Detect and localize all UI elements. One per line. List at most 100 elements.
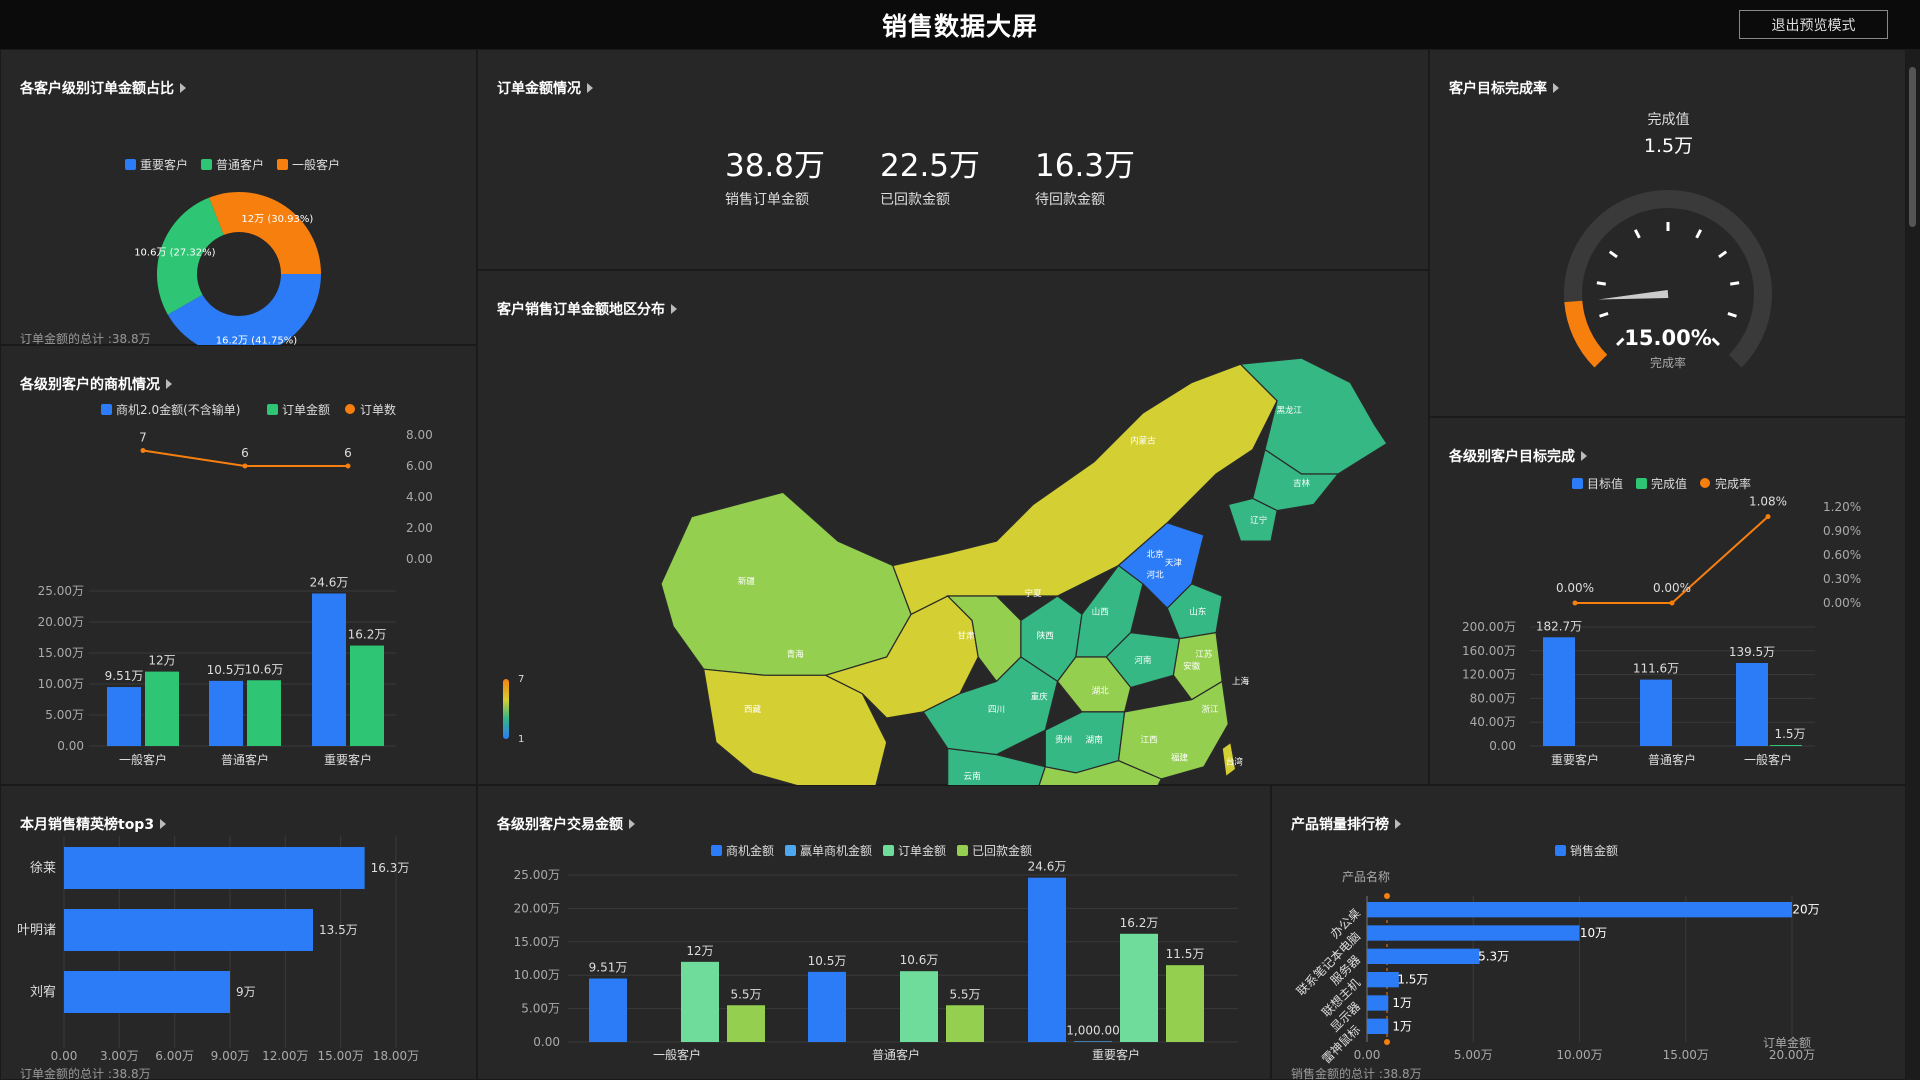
y2-tick: 1.20% xyxy=(1823,500,1861,514)
y-tick: 200.00万 xyxy=(1462,620,1516,634)
bar xyxy=(1770,745,1802,746)
gauge-track xyxy=(1564,190,1772,368)
legend-label: 重要客户 xyxy=(140,157,188,172)
xizang-region[interactable] xyxy=(702,668,888,786)
scrollbar-thumb[interactable] xyxy=(1909,67,1916,227)
data-label: 1.5万 xyxy=(1774,727,1805,741)
bar xyxy=(209,680,243,746)
y-tick: 40.00万 xyxy=(1470,715,1516,729)
legend-label: 订单数 xyxy=(360,402,396,417)
x-tick: 15.00万 xyxy=(317,1049,363,1063)
x-tick: 普通客户 xyxy=(872,1047,920,1062)
bar xyxy=(1367,972,1399,988)
trade-chart: 商机金额 赢单商机金额 订单金额 已回款金额 0.00 5.00万 10.00万 15.00万… xyxy=(514,843,1238,1062)
page-scrollbar[interactable] xyxy=(1906,49,1920,1080)
map-label: 陕西 xyxy=(1037,630,1054,642)
jiangsu-anhui-region[interactable] xyxy=(1172,631,1223,701)
pie-panel: 各客户级别订单金额占比 重要客户 普通客户 一般客户 16.2万 (41.75%) 10… xyxy=(0,49,477,346)
map-label: 新疆 xyxy=(738,575,756,587)
data-label: 9.51万 xyxy=(105,669,144,683)
neimenggu-region[interactable] xyxy=(891,363,1278,616)
x-tick: 一般客户 xyxy=(653,1047,701,1062)
map-label: 山东 xyxy=(1189,605,1207,617)
legend-swatch xyxy=(785,845,796,856)
y-tick: 160.00万 xyxy=(1462,644,1516,658)
panel-title[interactable]: 各客户级别订单金额占比 xyxy=(20,78,186,98)
y-tick: 叶明诸 xyxy=(17,923,56,938)
y-axis-title: 产品名称 xyxy=(1342,869,1390,884)
line-point xyxy=(345,463,351,469)
legend-label: 商机金额 xyxy=(726,843,774,858)
guangxi-guangdong-region[interactable] xyxy=(1033,760,1163,786)
map-label: 吉林 xyxy=(1293,477,1311,489)
panel-title[interactable]: 客户销售订单金额地区分布 xyxy=(497,299,677,319)
bar xyxy=(1543,637,1575,746)
data-label: 5.3万 xyxy=(1478,949,1509,963)
panel-title[interactable]: 产品销量排行榜 xyxy=(1291,814,1401,834)
gauge-tick xyxy=(1711,337,1720,346)
y2-tick: 0.90% xyxy=(1823,524,1861,538)
y-tick: 5.00万 xyxy=(521,1002,560,1016)
exit-preview-button[interactable]: 退出预览模式 xyxy=(1739,10,1888,39)
bar xyxy=(900,971,938,1042)
gauge-progress xyxy=(1564,300,1608,368)
panel-title[interactable]: 本月销售精英榜top3 xyxy=(20,814,167,834)
panel-title[interactable]: 各级别客户目标完成 xyxy=(1449,446,1587,466)
map-label: 青海 xyxy=(787,648,805,660)
pie-footer: 订单金额的总计 :38.8万 xyxy=(20,332,151,346)
map-label: 宁夏 xyxy=(1025,587,1043,599)
rank-panel: 产品销量排行榜 销售金额 产品名称 0.00 5.00万 10.00万 15.00万 20.… xyxy=(1271,785,1906,1080)
data-label: 10.6万 xyxy=(245,662,284,676)
data-label: 5.5万 xyxy=(949,987,980,1001)
map-label: 辽宁 xyxy=(1250,514,1267,526)
bar xyxy=(64,909,313,951)
y-tick: 0.00 xyxy=(533,1035,560,1049)
jiangxi-zhejiang-region[interactable] xyxy=(1117,680,1229,780)
taiwan-region[interactable] xyxy=(1221,741,1237,778)
top3-footer: 订单金额的总计 :38.8万 xyxy=(20,1067,151,1080)
liaoning-region[interactable] xyxy=(1227,497,1278,542)
line-point xyxy=(1765,514,1771,520)
legend-label: 赢单商机金额 xyxy=(800,843,872,858)
target-panel: 各级别客户目标完成 目标值 完成值 完成率 0.00% 0.30% 0.60% 0.90% 1… xyxy=(1429,417,1906,785)
data-label: 12万 xyxy=(686,944,713,958)
panel-title[interactable]: 各级别客户交易金额 xyxy=(497,814,635,834)
bar xyxy=(1120,933,1158,1042)
yunnan-region[interactable] xyxy=(947,747,1047,787)
y-tick: 10.00万 xyxy=(514,968,560,982)
x-tick: 一般客户 xyxy=(1744,752,1792,767)
data-label: 13.5万 xyxy=(319,923,358,937)
x-tick: 普通客户 xyxy=(1648,752,1696,767)
bar xyxy=(681,961,719,1042)
pie-slice xyxy=(167,274,321,346)
map-label: 北京 xyxy=(1147,548,1164,560)
y2-tick: 6.00 xyxy=(406,459,433,473)
top3-chart: 0.00 3.00万 6.00万 9.00万 12.00万 15.00万 18.00万 徐莱 1… xyxy=(17,836,419,1063)
data-label: 1.08% xyxy=(1749,495,1787,509)
data-label: 11.5万 xyxy=(1166,947,1205,961)
legend-swatch xyxy=(101,404,112,415)
caret-right-icon xyxy=(160,819,167,829)
gauge-tick xyxy=(1729,281,1740,286)
panel-title[interactable]: 订单金额情况 xyxy=(497,78,593,98)
panel-title[interactable]: 各级别客户的商机情况 xyxy=(20,374,172,394)
xinjiang-region[interactable] xyxy=(660,491,912,676)
gauge-label: 完成值 xyxy=(1647,112,1690,128)
gauge-tick xyxy=(1616,337,1625,346)
data-label: 0.00% xyxy=(1556,581,1594,595)
panel-title[interactable]: 客户目标完成率 xyxy=(1449,78,1559,98)
bar xyxy=(64,847,365,889)
heilongjiang-region[interactable] xyxy=(1239,357,1388,475)
y2-tick: 4.00 xyxy=(406,490,433,504)
shandong-region[interactable] xyxy=(1166,583,1223,640)
map-label: 河南 xyxy=(1134,654,1152,666)
data-label: 1.5万 xyxy=(1397,973,1428,987)
data-label: 111.6万 xyxy=(1633,662,1679,676)
x-tick: 0.00 xyxy=(1354,1048,1381,1062)
map-label: 江苏 xyxy=(1195,648,1213,660)
caret-right-icon xyxy=(180,83,186,93)
kpi-panel: 订单金额情况 38.8万 销售订单金额 22.5万 已回款金额 16.3万 待回款金额 xyxy=(477,49,1429,270)
line-point xyxy=(140,448,146,453)
y2-tick: 0.30% xyxy=(1823,572,1861,586)
